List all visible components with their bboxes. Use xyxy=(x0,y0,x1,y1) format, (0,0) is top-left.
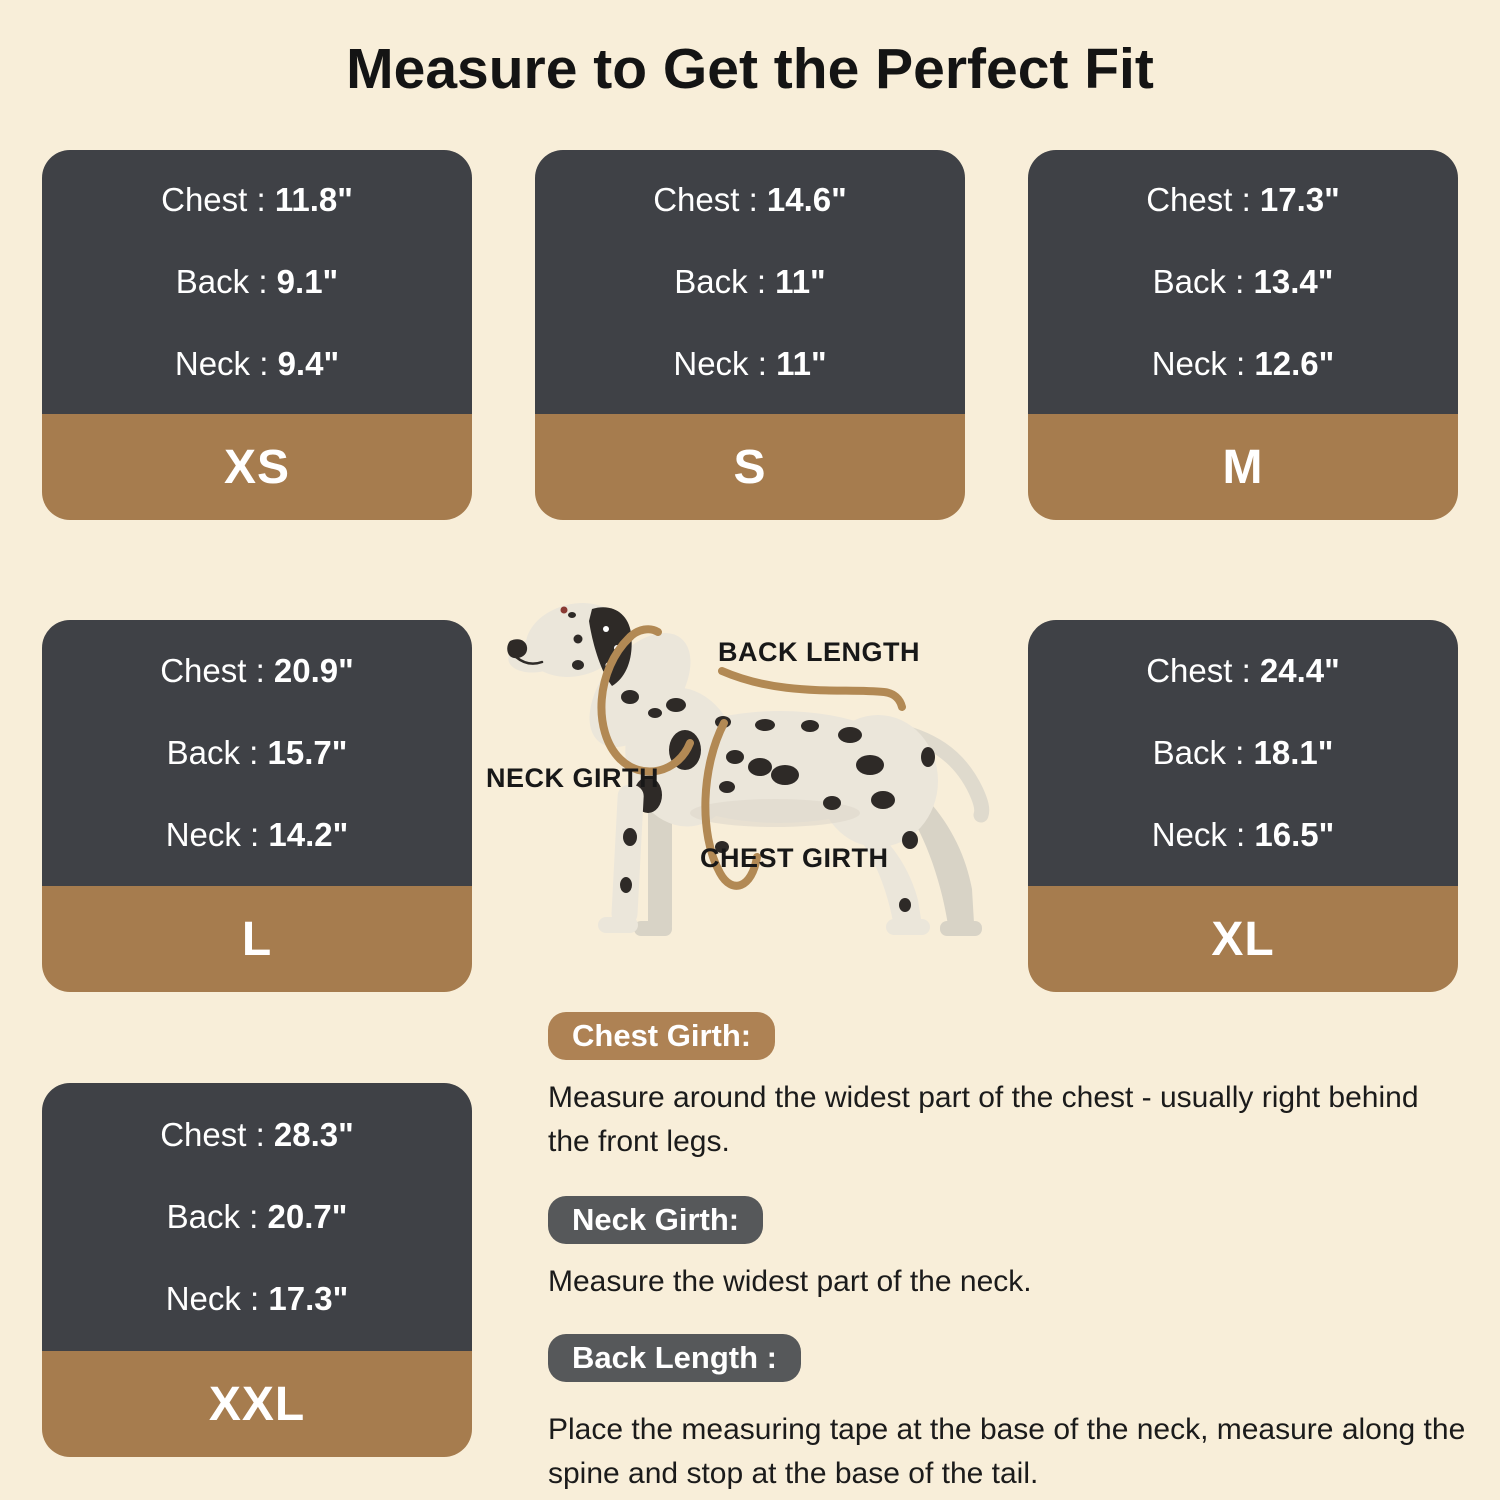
measurement-label: Neck : xyxy=(174,345,269,382)
measurement-row: Neck : 11" xyxy=(673,345,826,383)
size-band: XS xyxy=(42,414,472,520)
neck-girth-text: Measure the widest part of the neck. xyxy=(548,1265,1032,1298)
size-letter: XS xyxy=(223,440,291,494)
size-card-xxl: Chest : 28.3" Back : 20.7" Neck : 17.3" … xyxy=(42,1083,472,1457)
size-band: M xyxy=(1028,414,1458,520)
size-card-l: Chest : 20.9" Back : 15.7" Neck : 14.2" … xyxy=(42,620,472,992)
measurement-value: 9.4" xyxy=(277,345,340,382)
measurements-panel: Chest : 20.9" Back : 15.7" Neck : 14.2" xyxy=(42,620,472,886)
size-card-xl: Chest : 24.4" Back : 18.1" Neck : 16.5" … xyxy=(1028,620,1458,992)
measurements-panel: Chest : 11.8" Back : 9.1" Neck : 9.4" xyxy=(42,150,472,414)
dog-measurement-diagram: BACK LENGTH NECK GIRTH CHEST GIRTH xyxy=(480,585,1040,1005)
size-letter: XL xyxy=(1211,912,1275,966)
measurement-value: 14.2" xyxy=(268,816,349,853)
page-title: Measure to Get the Perfect Fit xyxy=(346,37,1154,101)
measurement-row: Neck : 14.2" xyxy=(166,816,349,854)
measurement-value: 13.4" xyxy=(1253,263,1334,300)
chest-girth-explanation: Chest Girth: Measure around the widest p… xyxy=(548,1012,1468,1163)
size-card-xs: Chest : 11.8" Back : 9.1" Neck : 9.4" XS xyxy=(42,150,472,520)
measurement-row: Back : 11" xyxy=(674,263,825,301)
size-band: S xyxy=(535,414,965,520)
measurements-panel: Chest : 28.3" Back : 20.7" Neck : 17.3" xyxy=(42,1083,472,1351)
chest-girth-badge: Chest Girth: xyxy=(548,1012,776,1060)
measurement-value: 18.1" xyxy=(1253,734,1334,771)
measurement-value: 14.6" xyxy=(766,181,847,218)
measurement-label: Back : xyxy=(1152,734,1245,771)
measurement-label: Chest : xyxy=(1146,652,1251,689)
measurement-value: 15.7" xyxy=(267,734,348,771)
measurement-row: Back : 15.7" xyxy=(167,734,348,772)
measurement-value: 11" xyxy=(776,345,827,382)
measurement-value: 11.8" xyxy=(274,181,353,218)
measurement-value: 24.4" xyxy=(1259,652,1340,689)
measurement-row: Chest : 24.4" xyxy=(1146,652,1340,690)
size-letter: L xyxy=(241,912,273,966)
measurement-value: 16.5" xyxy=(1254,816,1335,853)
measurement-row: Neck : 9.4" xyxy=(175,345,339,383)
measurement-label: Chest : xyxy=(1146,181,1251,218)
size-letter: S xyxy=(733,440,767,494)
neck-girth-explanation: Neck Girth: Measure the widest part of t… xyxy=(548,1196,1468,1304)
size-band: XL xyxy=(1028,886,1458,992)
back-length-text: Place the measuring tape at the base of … xyxy=(548,1413,1466,1490)
chest-girth-label: CHEST GIRTH xyxy=(700,843,889,873)
size-card-s: Chest : 14.6" Back : 11" Neck : 11" S xyxy=(535,150,965,520)
measurement-row: Back : 9.1" xyxy=(176,263,338,301)
size-band: XXL xyxy=(42,1351,472,1457)
measurement-value: 17.3" xyxy=(1259,181,1340,218)
measurement-row: Chest : 17.3" xyxy=(1146,181,1340,219)
size-card-m: Chest : 17.3" Back : 13.4" Neck : 12.6" … xyxy=(1028,150,1458,520)
measurement-label: Back : xyxy=(166,1198,259,1235)
neck-girth-label: NECK GIRTH xyxy=(486,763,659,793)
measurement-label: Chest : xyxy=(160,1116,265,1153)
size-band: L xyxy=(42,886,472,992)
measurement-label: Back : xyxy=(1152,263,1245,300)
measurement-row: Back : 13.4" xyxy=(1153,263,1334,301)
size-letter: XXL xyxy=(208,1377,306,1431)
neck-girth-badge: Neck Girth: xyxy=(548,1196,764,1244)
measurements-panel: Chest : 17.3" Back : 13.4" Neck : 12.6" xyxy=(1028,150,1458,414)
measurement-label: Chest : xyxy=(653,181,758,218)
measurement-row: Neck : 17.3" xyxy=(166,1280,349,1318)
measurements-panel: Chest : 24.4" Back : 18.1" Neck : 16.5" xyxy=(1028,620,1458,886)
back-length-explanation: Back Length : Place the measuring tape a… xyxy=(548,1334,1468,1495)
measurement-label: Back : xyxy=(175,263,268,300)
measurement-label: Back : xyxy=(166,734,259,771)
measurement-value: 20.7" xyxy=(267,1198,348,1235)
measurements-panel: Chest : 14.6" Back : 11" Neck : 11" xyxy=(535,150,965,414)
measurement-row: Chest : 11.8" xyxy=(161,181,353,219)
chest-girth-text: Measure around the widest part of the ch… xyxy=(548,1081,1419,1158)
measurement-row: Back : 18.1" xyxy=(1153,734,1334,772)
measurement-row: Neck : 16.5" xyxy=(1152,816,1335,854)
measurement-row: Neck : 12.6" xyxy=(1152,345,1335,383)
measurement-label: Chest : xyxy=(161,181,266,218)
measurement-value: 11" xyxy=(775,263,826,300)
measurement-value: 28.3" xyxy=(273,1116,354,1153)
measurement-label: Neck : xyxy=(673,345,767,382)
measurement-label: Back : xyxy=(674,263,766,300)
measurement-label: Neck : xyxy=(165,816,260,853)
measurement-row: Chest : 14.6" xyxy=(653,181,847,219)
measurement-value: 9.1" xyxy=(276,263,339,300)
measurement-value: 17.3" xyxy=(268,1280,349,1317)
measurement-value: 12.6" xyxy=(1254,345,1335,382)
measurement-label: Neck : xyxy=(1151,345,1246,382)
measurement-row: Back : 20.7" xyxy=(167,1198,348,1236)
back-length-label: BACK LENGTH xyxy=(718,637,920,667)
measurement-row: Chest : 20.9" xyxy=(160,652,354,690)
measurement-row: Chest : 28.3" xyxy=(160,1116,354,1154)
measurement-value: 20.9" xyxy=(273,652,354,689)
back-length-badge: Back Length : xyxy=(548,1334,801,1382)
measurement-label: Neck : xyxy=(165,1280,260,1317)
measurement-label: Neck : xyxy=(1151,816,1246,853)
dalmatian-dog-illustration xyxy=(507,603,990,936)
measurement-label: Chest : xyxy=(160,652,265,689)
size-letter: M xyxy=(1222,440,1264,494)
